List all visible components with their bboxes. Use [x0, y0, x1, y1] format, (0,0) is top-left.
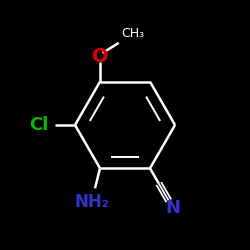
Text: O: O	[92, 47, 108, 66]
Text: N: N	[166, 199, 181, 217]
Text: CH₃: CH₃	[121, 28, 144, 40]
Text: NH₂: NH₂	[75, 193, 110, 211]
Text: Cl: Cl	[30, 116, 49, 134]
